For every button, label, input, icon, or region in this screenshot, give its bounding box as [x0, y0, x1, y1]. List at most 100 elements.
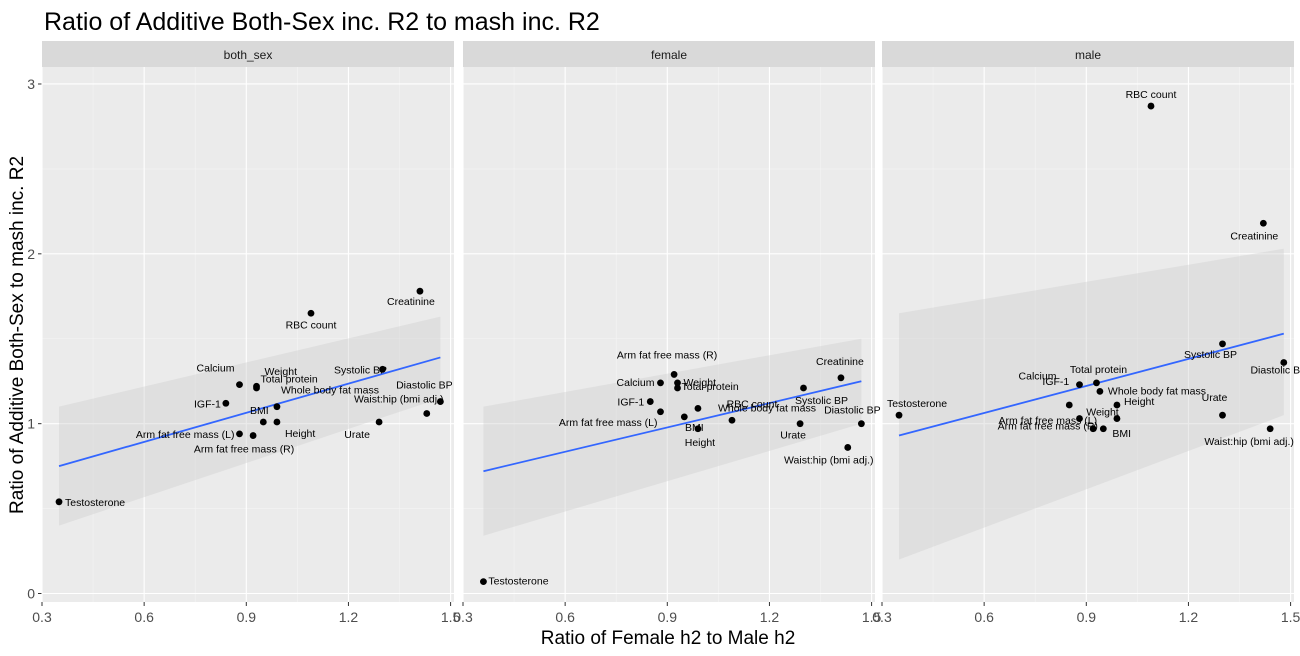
data-point-label: Testosterone	[887, 398, 947, 410]
data-point	[1147, 102, 1155, 110]
data-point	[674, 379, 681, 387]
x-tick-label: 0.6	[555, 609, 575, 625]
y-axis-title: Ratio of Additive Both-Sex to mash inc. …	[7, 156, 28, 514]
x-tick-label: 1.2	[339, 609, 359, 625]
data-point-label: Testosterone	[488, 576, 548, 588]
data-point-label: Waist:hip (bmi adj.)	[354, 393, 443, 405]
data-point-label: Weight	[1086, 407, 1119, 419]
data-point	[1219, 340, 1226, 348]
data-point-label: IGF-1	[617, 397, 644, 409]
facet-female: female Testosterone Arm fat free mass (R) C…	[453, 41, 882, 625]
data-point-label: Weight	[265, 366, 298, 378]
x-tick-label: 1.2	[1179, 609, 1199, 625]
data-point-label: Creatinine	[816, 356, 864, 368]
data-point-label: Urate	[344, 429, 370, 441]
facet-strip	[42, 41, 454, 67]
x-tick-label: 1.5	[862, 609, 882, 625]
data-point	[1280, 359, 1288, 366]
data-point	[657, 408, 664, 416]
data-point	[1089, 425, 1097, 433]
data-point-label: Urate	[780, 430, 806, 442]
panel-background	[882, 67, 1294, 602]
data-point	[796, 420, 804, 428]
data-point	[1093, 379, 1100, 387]
data-point-label: IGF-1	[194, 398, 221, 410]
panel-background	[463, 67, 875, 602]
data-point	[674, 384, 681, 392]
y-axis: 0 1 2 3	[27, 76, 42, 602]
data-point-label: RBC count	[727, 398, 778, 410]
data-point-label: Calcium	[617, 377, 655, 389]
data-point	[480, 578, 487, 586]
data-point	[1219, 411, 1226, 419]
data-point-label: Systolic BP	[334, 364, 387, 376]
data-point	[253, 384, 260, 392]
panel-background	[42, 67, 454, 602]
x-tick-label: 0.6	[974, 609, 994, 625]
x-tick-label: 0.9	[658, 609, 678, 625]
data-point-label: Diastolic BP	[1250, 365, 1300, 377]
trend-line	[898, 332, 1285, 437]
data-point	[423, 410, 431, 417]
data-point-label: Arm fat free mass (L)	[136, 429, 235, 441]
data-point-label: IGF-1	[1042, 376, 1069, 388]
x-tick-label: 0.9	[1077, 609, 1097, 625]
trend-line	[58, 356, 441, 467]
data-point-label: Calcium	[197, 363, 235, 375]
data-point-label: Height	[285, 428, 315, 440]
data-point-label: Height	[1124, 396, 1154, 408]
y-tick-label: 1	[27, 416, 35, 432]
data-point-label: Arm fat free mass (L)	[559, 417, 658, 429]
trend-line	[483, 380, 862, 473]
y-tick-label: 3	[27, 76, 35, 92]
data-point-label: Diastolic BP	[396, 380, 453, 392]
data-point-label: Calcium	[1019, 371, 1057, 383]
data-point-label: Urate	[1202, 392, 1228, 404]
x-tick-label: 0.9	[237, 609, 257, 625]
facet-male: male Testosterone RBC count Creatinine Systo…	[872, 41, 1300, 625]
data-point-label: Diastolic BP	[824, 405, 881, 417]
data-point	[1099, 425, 1107, 433]
data-point	[307, 309, 315, 317]
data-point	[694, 404, 702, 412]
facet-strip	[463, 41, 875, 67]
data-point-label: Creatinine	[1230, 230, 1278, 242]
data-point-label: Testosterone	[65, 497, 125, 509]
facet-both_sex: both_sex Testosterone Arm fat free mass (L…	[32, 41, 461, 625]
data-point	[436, 398, 444, 405]
data-point-label: Waist:hip (bmi adj.)	[1204, 436, 1293, 448]
data-point	[728, 416, 736, 424]
x-tick-label: 0.3	[453, 609, 473, 625]
data-point	[273, 418, 281, 426]
facet-strip-label: female	[651, 48, 687, 62]
data-point	[259, 418, 267, 426]
data-point-label: Systolic BP	[795, 395, 848, 407]
facet-strip	[882, 41, 1294, 67]
data-point	[895, 411, 903, 419]
data-point	[857, 420, 865, 428]
data-point	[1113, 401, 1121, 409]
data-point-label: Arm fat free mass (R)	[617, 349, 717, 361]
data-point-label: Arm fat free mass (R)	[194, 444, 294, 456]
data-point	[800, 384, 807, 392]
data-point	[236, 430, 243, 438]
data-point	[416, 287, 424, 295]
data-point-label: Arm fat free mass (L)	[998, 415, 1097, 427]
data-point-label: Height	[685, 437, 715, 449]
data-point-label: Whole body fat mass	[281, 385, 379, 397]
data-point-label: Total protein	[682, 381, 739, 393]
data-point	[222, 399, 230, 407]
x-tick-label: 0.6	[134, 609, 154, 625]
data-point	[680, 413, 688, 421]
data-point	[1065, 401, 1073, 409]
data-point-label: Whole body fat mass	[718, 402, 816, 414]
data-point	[1076, 415, 1083, 422]
data-point	[844, 444, 852, 451]
data-point	[1076, 381, 1083, 389]
x-tick-label: 0.3	[872, 609, 892, 625]
data-point-label: Total protein	[261, 373, 318, 385]
facet-strip-label: both_sex	[224, 48, 273, 62]
confidence-band	[483, 338, 862, 536]
x-tick-label: 1.5	[1281, 609, 1300, 625]
data-point	[694, 425, 702, 433]
